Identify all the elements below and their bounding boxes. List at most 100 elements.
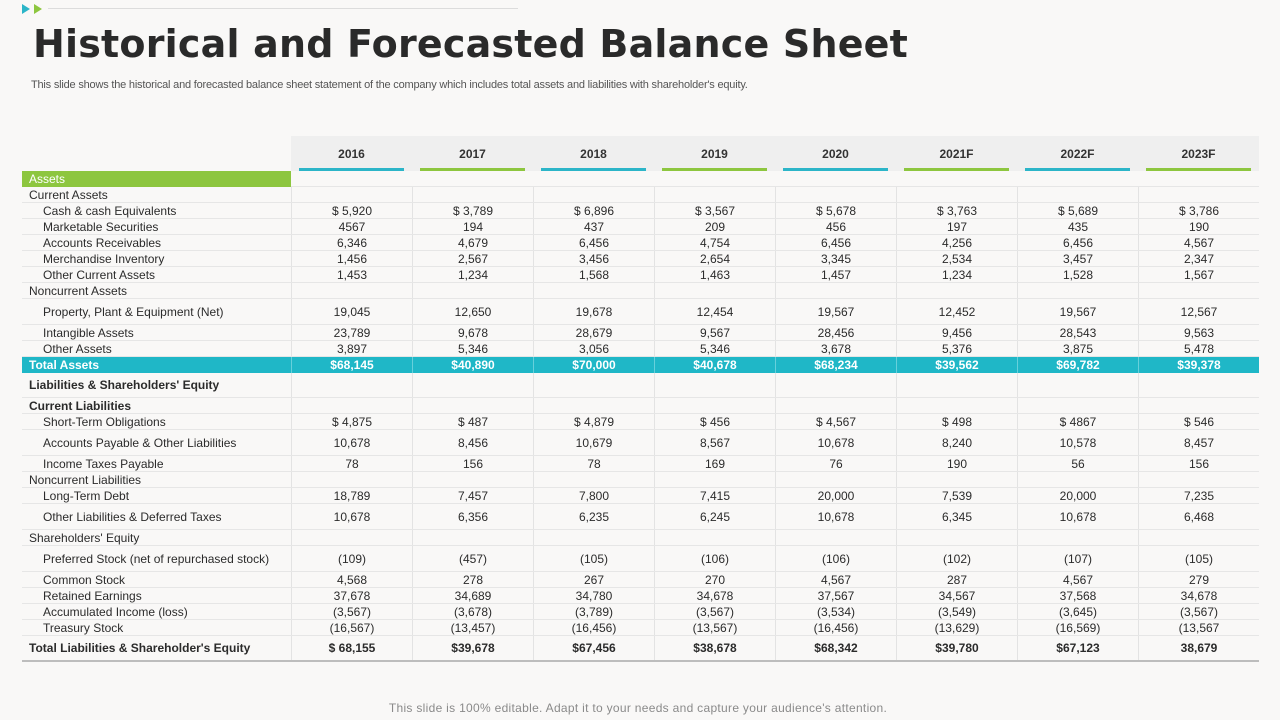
value-cell: 12,454 xyxy=(654,299,775,324)
value-cell: $ 5,920 xyxy=(291,203,412,218)
year-label: 2022F xyxy=(1060,146,1095,161)
value-cell xyxy=(1138,530,1259,545)
value-cell: 10,678 xyxy=(775,430,896,455)
year-underline xyxy=(541,168,646,171)
year-underline xyxy=(662,168,767,171)
value-cell: 4,568 xyxy=(291,572,412,587)
value-cell: 156 xyxy=(412,456,533,471)
value-cell xyxy=(533,187,654,202)
value-cell xyxy=(896,187,1017,202)
year-header: 2020 xyxy=(775,136,896,171)
value-cell xyxy=(896,373,1017,397)
row-label: Other Liabilities & Deferred Taxes xyxy=(43,509,222,524)
value-cell: $40,890 xyxy=(412,357,533,373)
page-subtitle: This slide shows the historical and fore… xyxy=(31,79,748,91)
value-cell xyxy=(654,398,775,413)
value-cell: 6,456 xyxy=(775,235,896,250)
value-cell xyxy=(1017,530,1138,545)
table-row: Common Stock 4,568 278 267 270 4,567 287 4,567 2… xyxy=(22,572,1259,588)
section-header-row: Liabilities & Shareholders' Equity xyxy=(22,373,1259,398)
value-cell: (105) xyxy=(1138,546,1259,571)
value-cell: (3,567) xyxy=(291,604,412,619)
value-cell: 56 xyxy=(1017,456,1138,471)
value-cell: 4567 xyxy=(291,219,412,234)
value-cell xyxy=(291,472,412,487)
value-cell: 37,567 xyxy=(775,588,896,603)
value-cell: 6,456 xyxy=(533,235,654,250)
value-cell: $ 3,763 xyxy=(896,203,1017,218)
value-cell: (3,789) xyxy=(533,604,654,619)
year-underline xyxy=(1146,168,1251,171)
year-label: 2019 xyxy=(701,146,728,161)
value-cell: (102) xyxy=(896,546,1017,571)
value-cell: $ 68,155 xyxy=(291,636,412,660)
table-row: Long-Term Debt 18,789 7,457 7,800 7,415 20,00… xyxy=(22,488,1259,504)
value-cell: 1,234 xyxy=(896,267,1017,282)
table-header-row: 2016 2017 2018 2019 2020 2021F 2022F 2023F xyxy=(22,136,1259,171)
value-cell: 4,256 xyxy=(896,235,1017,250)
value-cell: $ 498 xyxy=(896,414,1017,429)
value-cell: 10,678 xyxy=(775,504,896,529)
row-label: Income Taxes Payable xyxy=(43,456,164,471)
row-label: Assets xyxy=(22,170,291,187)
table-row: Cash & cash Equivalents $ 5,920 $ 3,789 $ 6… xyxy=(22,203,1259,219)
value-cell: $40,678 xyxy=(654,357,775,373)
value-cell: 2,534 xyxy=(896,251,1017,266)
table-row: Accounts Receivables 6,346 4,679 6,456 4,754… xyxy=(22,235,1259,251)
value-cell: (3,567) xyxy=(654,604,775,619)
footer-note: This slide is 100% editable. Adapt it to… xyxy=(388,701,888,715)
value-cell: (16,569) xyxy=(1017,620,1138,635)
year-header: 2021F xyxy=(896,136,1017,171)
value-cell: $ 3,789 xyxy=(412,203,533,218)
table-row: Property, Plant & Equipment (Net) 19,045 1… xyxy=(22,299,1259,325)
row-label: Other Current Assets xyxy=(43,267,156,282)
table-row: Intangible Assets 23,789 9,678 28,679 9,567 2… xyxy=(22,325,1259,341)
value-cell: $ 3,786 xyxy=(1138,203,1259,218)
row-label: Common Stock xyxy=(43,572,126,587)
value-cell: 19,567 xyxy=(775,299,896,324)
value-cell xyxy=(896,530,1017,545)
value-cell xyxy=(1138,373,1259,397)
value-cell: 7,235 xyxy=(1138,488,1259,503)
year-underline xyxy=(904,168,1009,171)
value-cell xyxy=(654,373,775,397)
header-spacer xyxy=(22,136,291,171)
value-cell: 5,346 xyxy=(654,341,775,356)
row-label: Cash & cash Equivalents xyxy=(43,203,177,218)
value-cell xyxy=(775,187,896,202)
row-label: Shareholders' Equity xyxy=(29,530,140,545)
value-cell: 9,678 xyxy=(412,325,533,340)
section-header-row: Current Liabilities xyxy=(22,398,1259,414)
value-cell xyxy=(775,398,896,413)
value-cell xyxy=(654,472,775,487)
year-label: 2023F xyxy=(1181,146,1216,161)
value-cell: 4,567 xyxy=(1138,235,1259,250)
value-cell xyxy=(1017,472,1138,487)
arrow-icon xyxy=(34,4,42,14)
value-cell: (105) xyxy=(533,546,654,571)
value-cell: 10,578 xyxy=(1017,430,1138,455)
table-row: Accounts Payable & Other Liabilities 10,6… xyxy=(22,430,1259,456)
value-cell: 34,780 xyxy=(533,588,654,603)
value-cell: 5,346 xyxy=(412,341,533,356)
value-cell: 9,456 xyxy=(896,325,1017,340)
value-cell: 267 xyxy=(533,572,654,587)
value-cell: 3,678 xyxy=(775,341,896,356)
row-label: Current Liabilities xyxy=(29,398,132,413)
value-cell: $ 546 xyxy=(1138,414,1259,429)
value-cell: (13,567) xyxy=(654,620,775,635)
value-cell: $68,342 xyxy=(775,636,896,660)
value-cell: 190 xyxy=(896,456,1017,471)
value-cell xyxy=(1138,472,1259,487)
value-cell: 8,567 xyxy=(654,430,775,455)
value-cell xyxy=(1138,398,1259,413)
year-label: 2016 xyxy=(338,146,365,161)
year-header: 2023F xyxy=(1138,136,1259,171)
value-cell xyxy=(775,530,896,545)
value-cell: (457) xyxy=(412,546,533,571)
value-cell: 7,415 xyxy=(654,488,775,503)
value-cell: 6,468 xyxy=(1138,504,1259,529)
year-header: 2019 xyxy=(654,136,775,171)
value-cell: (106) xyxy=(654,546,775,571)
value-cell: 37,678 xyxy=(291,588,412,603)
